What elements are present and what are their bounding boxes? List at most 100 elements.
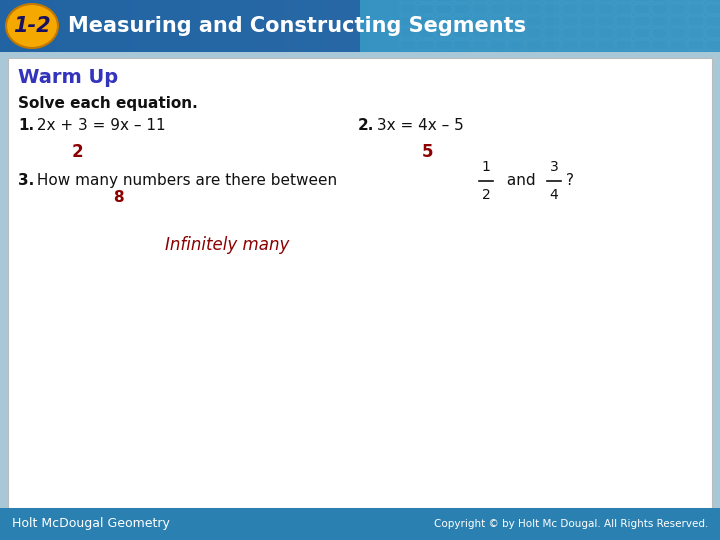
Bar xyxy=(472,40,488,50)
Bar xyxy=(490,40,506,50)
Text: Copyright © by Holt Mc Dougal. All Rights Reserved.: Copyright © by Holt Mc Dougal. All Right… xyxy=(433,519,708,529)
Bar xyxy=(526,0,542,2)
Bar xyxy=(454,16,470,26)
Text: Warm Up: Warm Up xyxy=(18,68,118,87)
Bar xyxy=(580,16,596,26)
Bar xyxy=(400,40,416,50)
Bar xyxy=(526,40,542,50)
FancyBboxPatch shape xyxy=(8,58,712,508)
Ellipse shape xyxy=(6,4,58,48)
Text: 2.: 2. xyxy=(358,118,374,133)
Bar xyxy=(670,40,686,50)
Bar xyxy=(598,0,614,2)
Bar xyxy=(706,4,720,14)
Bar xyxy=(490,28,506,38)
Bar xyxy=(544,16,560,26)
Bar xyxy=(526,16,542,26)
Bar xyxy=(508,4,524,14)
Bar xyxy=(490,0,506,2)
Text: ?: ? xyxy=(566,173,574,188)
Bar xyxy=(436,28,452,38)
Bar xyxy=(688,40,704,50)
Bar xyxy=(508,16,524,26)
Bar xyxy=(688,28,704,38)
Bar xyxy=(688,16,704,26)
Bar xyxy=(562,4,578,14)
Bar xyxy=(634,40,650,50)
Text: How many numbers are there between: How many numbers are there between xyxy=(32,173,337,188)
Bar xyxy=(436,16,452,26)
Bar xyxy=(454,28,470,38)
Bar xyxy=(436,40,452,50)
Bar xyxy=(400,4,416,14)
Bar xyxy=(670,4,686,14)
Bar xyxy=(562,28,578,38)
Text: 4: 4 xyxy=(549,188,559,202)
Bar xyxy=(616,28,632,38)
Text: 1.: 1. xyxy=(18,118,34,133)
Bar xyxy=(544,4,560,14)
Bar xyxy=(400,0,416,2)
Text: Measuring and Constructing Segments: Measuring and Constructing Segments xyxy=(68,16,526,36)
Bar xyxy=(580,28,596,38)
Bar xyxy=(544,0,560,2)
Bar xyxy=(472,16,488,26)
Bar xyxy=(634,4,650,14)
Text: 8: 8 xyxy=(113,190,123,205)
FancyBboxPatch shape xyxy=(0,0,360,52)
Text: 5: 5 xyxy=(422,143,433,161)
Text: 1: 1 xyxy=(482,160,490,174)
Bar xyxy=(544,28,560,38)
Bar xyxy=(418,40,434,50)
Bar xyxy=(454,40,470,50)
Text: 2: 2 xyxy=(482,188,490,202)
Bar xyxy=(454,0,470,2)
Text: Solve each equation.: Solve each equation. xyxy=(18,96,198,111)
Bar xyxy=(400,28,416,38)
FancyBboxPatch shape xyxy=(360,0,720,52)
Bar xyxy=(670,28,686,38)
Bar xyxy=(706,28,720,38)
Bar xyxy=(472,4,488,14)
Bar xyxy=(562,16,578,26)
Bar xyxy=(598,4,614,14)
Bar xyxy=(634,0,650,2)
Bar xyxy=(616,16,632,26)
Bar xyxy=(436,0,452,2)
Bar xyxy=(706,16,720,26)
Bar xyxy=(580,40,596,50)
Bar xyxy=(652,40,668,50)
Bar xyxy=(670,16,686,26)
Bar xyxy=(598,16,614,26)
Bar xyxy=(418,16,434,26)
Bar xyxy=(436,4,452,14)
Bar xyxy=(526,4,542,14)
Bar xyxy=(652,16,668,26)
Bar xyxy=(418,0,434,2)
Bar xyxy=(490,16,506,26)
Bar xyxy=(616,4,632,14)
Bar xyxy=(616,40,632,50)
Bar xyxy=(706,40,720,50)
Text: and: and xyxy=(502,173,536,188)
Bar xyxy=(652,4,668,14)
Bar xyxy=(598,40,614,50)
Text: 3: 3 xyxy=(549,160,559,174)
Bar xyxy=(526,28,542,38)
Text: 3.: 3. xyxy=(18,173,35,188)
Bar xyxy=(580,0,596,2)
Bar xyxy=(652,28,668,38)
Bar xyxy=(508,0,524,2)
Bar xyxy=(418,28,434,38)
Bar xyxy=(508,40,524,50)
Text: 3x = 4x – 5: 3x = 4x – 5 xyxy=(372,118,464,133)
Bar xyxy=(634,28,650,38)
Text: 2: 2 xyxy=(72,143,84,161)
Bar xyxy=(670,0,686,2)
Bar xyxy=(580,4,596,14)
Bar xyxy=(544,40,560,50)
Bar xyxy=(634,16,650,26)
Text: 2x + 3 = 9x – 11: 2x + 3 = 9x – 11 xyxy=(32,118,166,133)
Text: 1-2: 1-2 xyxy=(13,16,51,36)
Bar xyxy=(616,0,632,2)
